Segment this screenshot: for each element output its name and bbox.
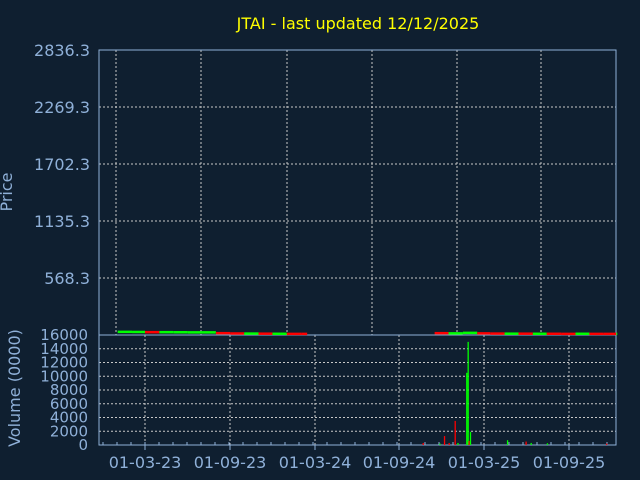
price-candle [117, 330, 133, 334]
volume-axis-label: Volume (0000) [5, 329, 24, 447]
price-candle [561, 332, 576, 336]
volume-bar [467, 341, 469, 445]
x-tick-label: 01-03-24 [279, 453, 352, 472]
price-candle [575, 332, 590, 336]
volume-bar [439, 443, 441, 445]
price-candle [244, 332, 259, 335]
price-candle [504, 332, 519, 335]
price-tick-label: 1135.3 [34, 212, 90, 231]
volume-bar [448, 442, 450, 445]
volume-bar [546, 443, 549, 445]
volume-bar [454, 420, 456, 445]
price-candle [187, 331, 202, 334]
volume-tick-label: 12000 [40, 354, 88, 372]
chart-title: JTAI - last updated 12/12/2025 [236, 14, 480, 33]
price-candle [145, 330, 160, 334]
volume-plot-frame [98, 334, 617, 446]
volume-bar [469, 431, 472, 445]
price-candle [215, 331, 231, 335]
volume-tick-label: 8000 [50, 381, 88, 399]
volume-bar [443, 436, 446, 445]
price-candle [490, 332, 505, 335]
volume-tick-label: 0 [78, 436, 88, 454]
price-tick-label: 2836.3 [34, 41, 90, 60]
price-candle [603, 332, 617, 336]
price-candle [477, 332, 491, 335]
volume-bar [468, 440, 470, 445]
price-tick-label: 1702.3 [34, 155, 90, 174]
price-candle [532, 332, 547, 336]
price-candle [272, 332, 287, 336]
price-candle [286, 332, 302, 336]
price-tick-label: 568.3 [44, 269, 90, 288]
x-tick-label: 01-09-23 [194, 453, 267, 472]
volume-tick-label: 16000 [40, 326, 88, 344]
volume-bar [457, 442, 459, 445]
volume-bar [530, 442, 532, 445]
price-plot-frame [98, 49, 617, 336]
price-candle [201, 331, 216, 334]
volume-tick-label: 2000 [50, 422, 88, 440]
price-candle [518, 332, 533, 335]
volume-bar [506, 440, 509, 445]
price-candle [448, 332, 463, 335]
price-candle [434, 331, 449, 335]
price-candle [616, 332, 618, 336]
x-tick-label: 01-03-25 [448, 453, 521, 472]
x-tick-label: 01-09-24 [363, 453, 436, 472]
volume-bar [422, 442, 424, 445]
price-axis-label: Price [0, 172, 16, 211]
x-tick-label: 01-09-25 [533, 453, 606, 472]
price-candle [462, 331, 478, 335]
price-candle [589, 332, 604, 336]
x-tick-label: 01-03-23 [109, 453, 182, 472]
price-candle [173, 331, 188, 334]
volume-tick-label: 10000 [40, 367, 88, 385]
volume-bar [606, 443, 608, 445]
price-tick-label: 2269.3 [34, 98, 90, 117]
volume-bar [525, 441, 527, 445]
volume-tick-label: 14000 [40, 340, 88, 358]
volume-tick-label: 6000 [50, 395, 88, 413]
price-candle [132, 330, 145, 334]
volume-tick-label: 4000 [50, 409, 88, 427]
price-candle [230, 332, 245, 335]
price-candle [301, 332, 308, 336]
price-candle [159, 330, 174, 334]
volume-bar [466, 372, 468, 445]
price-candle [258, 332, 273, 335]
price-candle [546, 332, 562, 336]
